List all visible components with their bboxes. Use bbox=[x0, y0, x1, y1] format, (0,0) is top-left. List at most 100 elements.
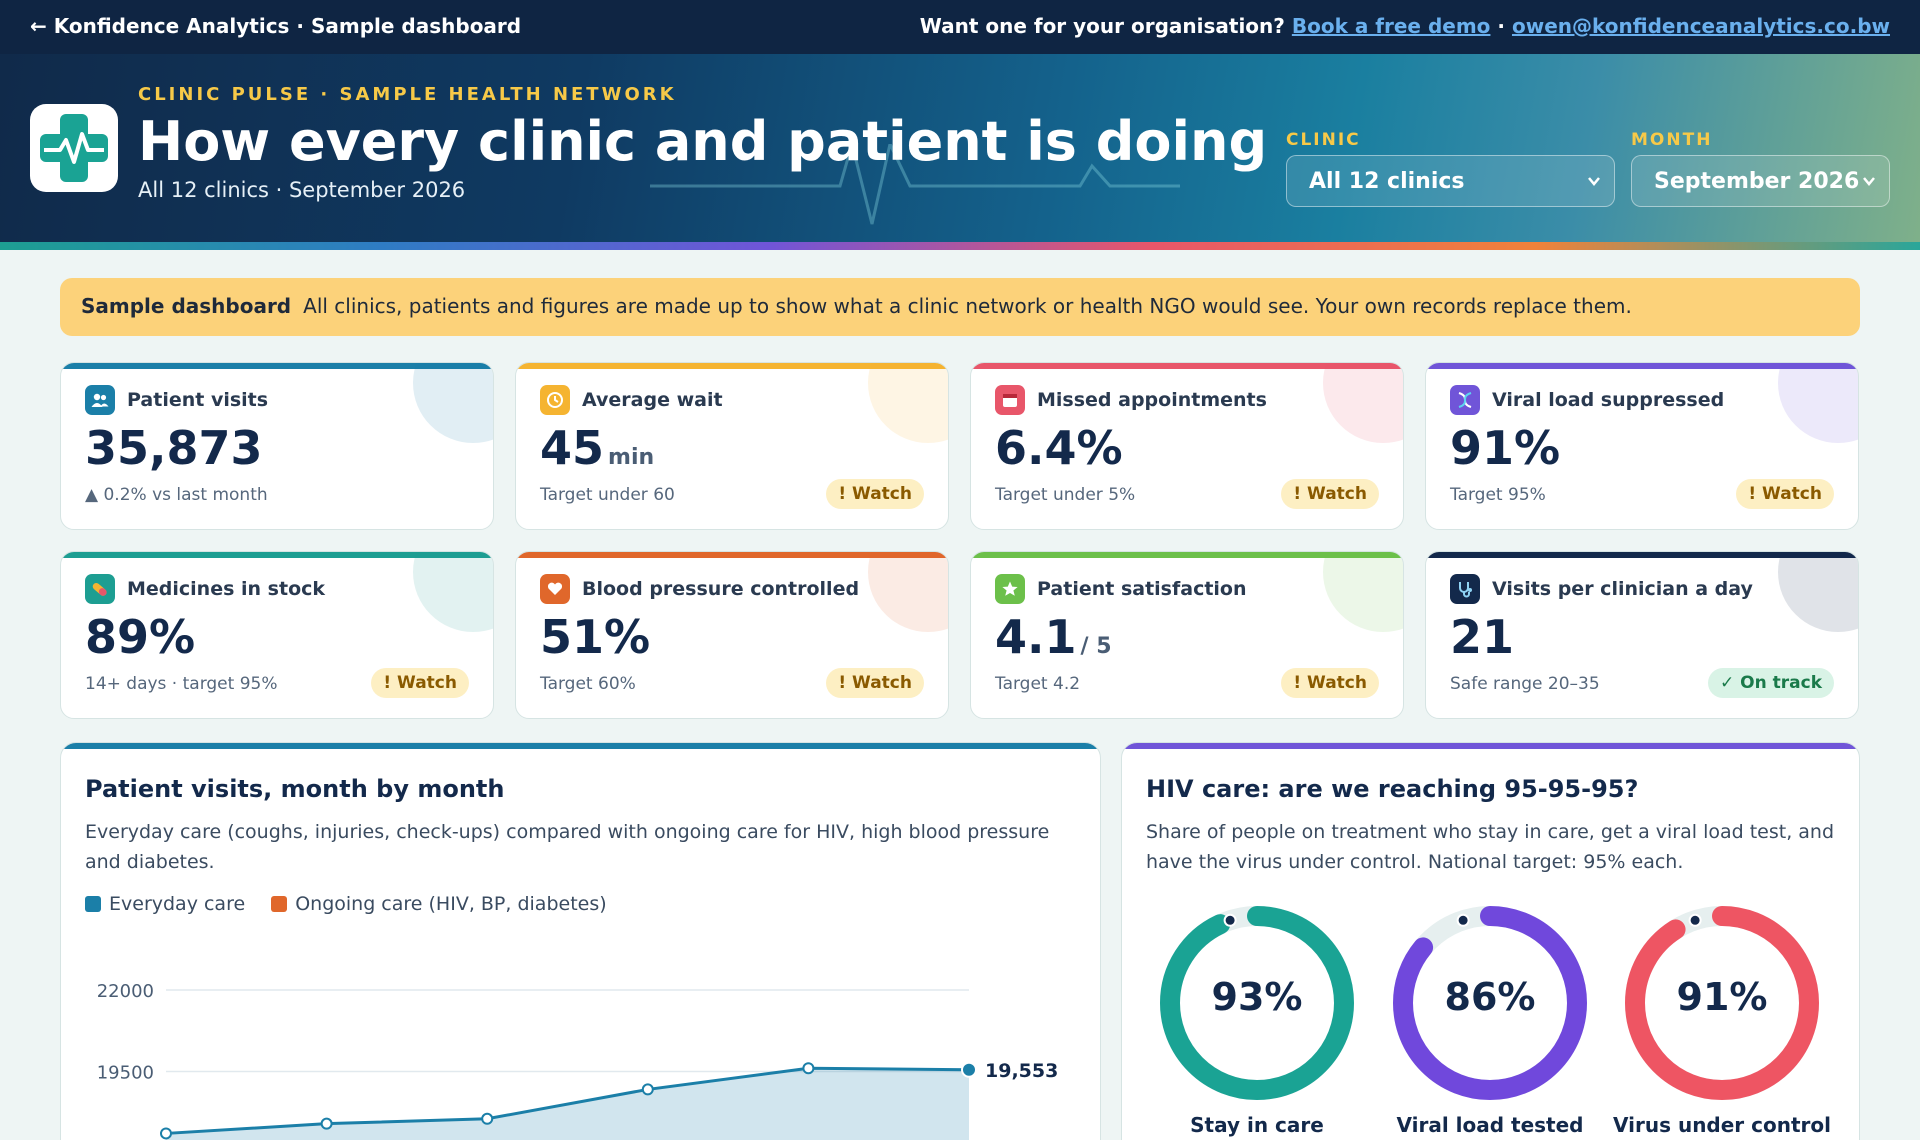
kpi-value: 35,873 bbox=[85, 421, 263, 475]
kpi-icon-tile bbox=[995, 385, 1025, 415]
heart-icon bbox=[547, 582, 563, 595]
kpi-card: Average wait 45 min Target under 60 ! Watch bbox=[515, 362, 949, 530]
status-badge: ! Watch bbox=[1281, 479, 1379, 509]
kpi-card: Visits per clinician a day 21 Safe range 2… bbox=[1425, 551, 1859, 719]
kpi-label: Patient satisfaction bbox=[1037, 578, 1247, 600]
pill-icon bbox=[92, 582, 107, 596]
kpi-value: 45 min bbox=[540, 421, 655, 475]
back-link[interactable]: ← Konfidence Analytics · Sample dashboar… bbox=[30, 14, 522, 38]
email-link[interactable]: owen@konfidenceanalytics.co.bw bbox=[1511, 14, 1890, 38]
month-select-value: September 2026 bbox=[1654, 169, 1860, 194]
kpi-decoration bbox=[868, 363, 948, 443]
month-select[interactable]: September 2026 bbox=[1631, 155, 1890, 207]
legend-swatch bbox=[271, 896, 288, 912]
separator: · bbox=[1497, 14, 1506, 38]
data-point[interactable] bbox=[320, 1117, 333, 1130]
legend-item-ongoing: Ongoing care (HIV, BP, diabetes) bbox=[271, 893, 607, 915]
kpi-label: Average wait bbox=[582, 389, 723, 411]
data-point[interactable] bbox=[802, 1062, 815, 1075]
data-point[interactable] bbox=[961, 1061, 977, 1078]
month-select-label: MONTH bbox=[1631, 130, 1713, 150]
chevron-down-icon bbox=[1588, 177, 1600, 186]
kpi-icon-tile bbox=[1450, 574, 1480, 604]
kpi-decoration bbox=[868, 552, 948, 632]
data-label: 19,553 bbox=[985, 1060, 1058, 1082]
clinic-select[interactable]: All 12 clinics bbox=[1286, 155, 1615, 207]
chevron-down-icon bbox=[1863, 177, 1875, 186]
kpi-card: Medicines in stock 89% 14+ days · target 9… bbox=[60, 551, 494, 719]
kpi-label: Visits per clinician a day bbox=[1492, 578, 1753, 600]
donut-arc bbox=[1625, 906, 1819, 1100]
kpi-accent bbox=[516, 552, 948, 558]
chart-legend: Everyday care Ongoing care (HIV, BP, dia… bbox=[85, 893, 627, 915]
kpi-icon-tile bbox=[85, 385, 115, 415]
kpi-value: 51% bbox=[540, 610, 651, 664]
donut-ring bbox=[1625, 906, 1819, 1100]
clinic-logo bbox=[30, 104, 118, 192]
dna-icon bbox=[1458, 392, 1472, 408]
kpi-icon-tile bbox=[85, 574, 115, 604]
donut-chart: 91% Virus under control bbox=[1613, 903, 1831, 1137]
kpi-card: Patient visits 35,873 ▲ 0.2% vs last month bbox=[60, 362, 494, 530]
target-marker bbox=[1688, 913, 1702, 927]
kpi-value: 21 bbox=[1450, 610, 1515, 664]
donut-chart: 93% Stay in care bbox=[1157, 903, 1357, 1137]
donut-value: 93% bbox=[1211, 975, 1303, 1019]
kpi-card: Viral load suppressed 91% Target 95% ! Watc… bbox=[1425, 362, 1859, 530]
calendar-icon bbox=[1003, 394, 1017, 407]
stethoscope-icon bbox=[1459, 582, 1472, 598]
kpi-decoration bbox=[1323, 363, 1403, 443]
star-icon bbox=[1002, 581, 1018, 596]
target-marker bbox=[1223, 913, 1237, 927]
top-bar-cta: Want one for your organisation? Book a f… bbox=[920, 14, 1890, 38]
hiv-care-panel: HIV care: are we reaching 95-95-95? Shar… bbox=[1121, 742, 1860, 1140]
patient-visits-chart: 17000195002200019,55316,320 bbox=[97, 981, 1058, 1140]
kpi-accent bbox=[61, 363, 493, 369]
medical-cross-icon bbox=[40, 114, 108, 182]
legend-item-everyday: Everyday care bbox=[85, 893, 245, 915]
hero-header: CLINIC PULSE · SAMPLE HEALTH NETWORK How… bbox=[0, 54, 1920, 242]
status-badge: ! Watch bbox=[826, 479, 924, 509]
kpi-accent bbox=[61, 552, 493, 558]
kpi-accent bbox=[1426, 363, 1858, 369]
legend-label: Everyday care bbox=[109, 893, 246, 915]
kpi-unit: min bbox=[608, 445, 655, 470]
target-marker bbox=[1456, 913, 1470, 927]
donut-value: 86% bbox=[1444, 975, 1536, 1019]
series-line bbox=[165, 1066, 970, 1135]
data-point[interactable] bbox=[481, 1112, 494, 1125]
patient-visits-panel: Patient visits, month by month Everyday … bbox=[60, 742, 1101, 1140]
data-point[interactable] bbox=[641, 1083, 654, 1096]
kpi-note: Target 4.2 bbox=[995, 674, 1081, 694]
panel-description: Share of people on treatment who stay in… bbox=[1146, 821, 1835, 873]
kpi-note: Target 95% bbox=[1450, 485, 1546, 505]
kpi-card: Missed appointments 6.4% Target under 5% ! … bbox=[970, 362, 1404, 530]
legend-label: Ongoing care (HIV, BP, diabetes) bbox=[295, 893, 607, 915]
y-tick-label: 19500 bbox=[97, 1063, 154, 1084]
hero-kicker: CLINIC PULSE · SAMPLE HEALTH NETWORK bbox=[138, 84, 677, 105]
kpi-value: 89% bbox=[85, 610, 196, 664]
book-demo-link[interactable]: Book a free demo bbox=[1291, 14, 1491, 38]
data-point[interactable] bbox=[160, 1127, 172, 1140]
status-badge: ✓ On track bbox=[1708, 668, 1834, 698]
kpi-icon-tile bbox=[1450, 385, 1480, 415]
kpi-value: 6.4% bbox=[995, 421, 1123, 475]
kpi-label: Patient visits bbox=[127, 389, 269, 411]
panel-title: HIV care: are we reaching 95-95-95? bbox=[1146, 775, 1639, 803]
notice-title: Sample dashboard bbox=[81, 294, 292, 318]
kpi-note: Target 60% bbox=[540, 674, 636, 694]
panel-accent bbox=[1122, 743, 1859, 749]
kpi-note: Target under 60 bbox=[540, 485, 675, 505]
kpi-note: 14+ days · target 95% bbox=[85, 674, 278, 694]
kpi-label: Viral load suppressed bbox=[1492, 389, 1725, 411]
donut-chart: 86% Viral load tested bbox=[1390, 903, 1590, 1137]
kpi-note: Target under 5% bbox=[995, 485, 1136, 505]
kpi-accent bbox=[971, 552, 1403, 558]
donut-value: 91% bbox=[1676, 975, 1768, 1019]
kpi-decoration bbox=[413, 363, 493, 443]
people-icon bbox=[91, 393, 109, 407]
kpi-accent bbox=[971, 363, 1403, 369]
clinic-select-value: All 12 clinics bbox=[1309, 169, 1465, 194]
kpi-icon-tile bbox=[995, 574, 1025, 604]
clock-icon bbox=[547, 392, 563, 408]
